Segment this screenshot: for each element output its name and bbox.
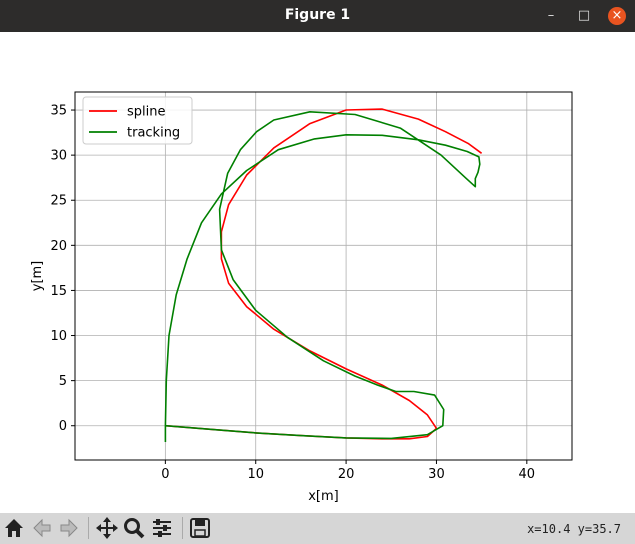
- legend-label-tracking: tracking: [127, 126, 180, 141]
- navigation-toolbar: x=10.4 y=35.7: [0, 513, 635, 544]
- y-tick-label: 5: [59, 374, 67, 389]
- zoom-icon[interactable]: [122, 516, 146, 540]
- chart-svg: 0 10 20 30 40 0 5 10 15 20 25 30 35 x[m] y[m] spline tra…: [30, 91, 573, 504]
- toolbar-separator: [182, 517, 183, 539]
- window-title: Figure 1: [284, 7, 351, 23]
- y-axis-label: y[m]: [30, 261, 45, 292]
- close-icon[interactable]: ×: [608, 7, 626, 25]
- x-tick-label: 0: [161, 467, 169, 482]
- y-tick-label: 25: [50, 194, 67, 209]
- y-tick-label: 10: [50, 329, 67, 344]
- plot-frame: [74, 91, 573, 461]
- plot-area: [75, 92, 572, 460]
- y-tick-label: 30: [50, 149, 67, 164]
- window-titlebar: Figure 1 – □ ×: [0, 0, 635, 32]
- forward-icon[interactable]: [57, 516, 81, 540]
- home-icon[interactable]: [2, 516, 26, 540]
- maximize-icon[interactable]: □: [577, 8, 591, 23]
- minimize-icon[interactable]: –: [547, 8, 555, 23]
- y-tick-label: 0: [59, 419, 67, 434]
- back-icon[interactable]: [30, 516, 54, 540]
- cursor-coordinates: x=10.4 y=35.7: [527, 522, 621, 536]
- figure-canvas[interactable]: 0 10 20 30 40 0 5 10 15 20 25 30 35 x[m] y[m] spline tra…: [0, 32, 635, 513]
- x-tick-label: 20: [338, 467, 355, 482]
- series-tracking-line: [164, 111, 481, 442]
- toolbar-separator: [88, 517, 89, 539]
- x-axis-label: x[m]: [308, 489, 339, 504]
- x-tick-label: 10: [247, 467, 264, 482]
- save-icon[interactable]: [188, 516, 212, 540]
- configure-subplots-icon[interactable]: [150, 516, 174, 540]
- x-tick-label: 40: [519, 467, 536, 482]
- x-tick-label: 30: [428, 467, 445, 482]
- y-tick-label: 20: [50, 239, 67, 254]
- pan-icon[interactable]: [95, 516, 119, 540]
- legend-label-spline: spline: [127, 105, 166, 120]
- y-tick-label: 35: [50, 104, 67, 119]
- y-tick-label: 15: [50, 284, 67, 299]
